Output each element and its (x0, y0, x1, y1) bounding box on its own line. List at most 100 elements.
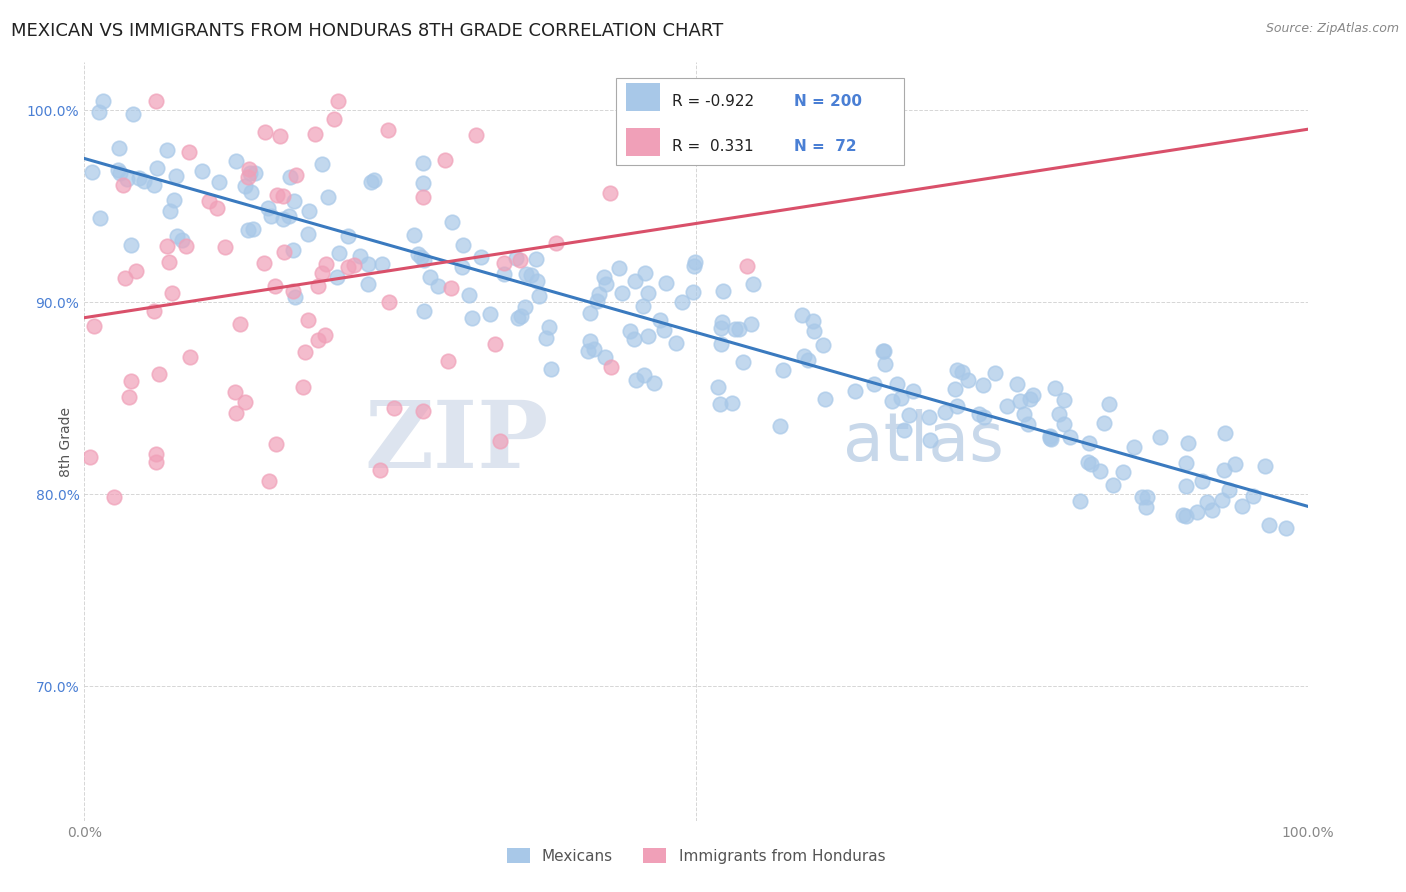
Point (943, 382, 966, 396)
Point (451, 260, 474, 274)
Point (284, 290, 307, 304)
Point (886, 376, 908, 391)
Point (600, 360, 623, 375)
Point (409, 250, 432, 264)
Point (538, 319, 561, 334)
Point (995, 399, 1018, 413)
Point (172, 233, 194, 247)
Point (336, 260, 359, 274)
Point (728, 322, 751, 336)
Point (862, 377, 884, 392)
Point (579, 306, 602, 320)
Point (271, 188, 294, 202)
Text: N =  72: N = 72 (794, 139, 856, 153)
Point (318, 190, 340, 204)
Point (934, 405, 956, 419)
Point (811, 338, 834, 352)
Point (79, 450, 101, 464)
Point (972, 378, 994, 392)
Point (82, 164, 104, 178)
Point (652, 323, 675, 337)
Point (494, 267, 516, 281)
Point (291, 380, 314, 394)
Point (304, 128, 326, 142)
Point (326, 270, 349, 285)
Point (311, 266, 333, 280)
Point (520, 268, 543, 283)
Point (208, 175, 231, 189)
Point (412, 156, 434, 170)
Point (593, 350, 616, 364)
Point (174, 239, 197, 253)
Point (115, 171, 138, 186)
Point (1212, 462, 1234, 476)
Point (918, 434, 941, 448)
Point (363, 173, 385, 187)
Point (108, 141, 131, 155)
Point (844, 384, 866, 399)
Point (264, 437, 287, 451)
Point (505, 252, 527, 266)
Point (155, 238, 177, 252)
Point (134, 174, 156, 188)
Point (1039, 431, 1062, 445)
Point (1136, 490, 1159, 504)
Point (283, 244, 305, 258)
Point (536, 331, 558, 345)
Point (544, 235, 567, 250)
Point (588, 286, 610, 301)
Point (198, 194, 221, 209)
Point (872, 344, 894, 359)
Point (437, 354, 460, 368)
Point (412, 190, 434, 204)
Point (360, 175, 382, 189)
Point (83, 318, 105, 333)
Point (1101, 478, 1123, 492)
Point (579, 334, 602, 348)
Point (509, 252, 531, 267)
Point (278, 169, 301, 184)
Point (110, 166, 132, 180)
Legend: Mexicans, Immigrants from Honduras: Mexicans, Immigrants from Honduras (501, 842, 891, 870)
Point (515, 300, 537, 314)
Point (357, 277, 380, 292)
Point (264, 278, 287, 293)
Point (585, 293, 607, 308)
Point (983, 367, 1005, 381)
Point (1098, 396, 1121, 410)
Point (1254, 458, 1277, 473)
Point (731, 355, 754, 369)
Point (298, 203, 321, 218)
Point (527, 289, 550, 303)
Point (769, 419, 792, 434)
Point (357, 256, 380, 270)
Point (297, 227, 319, 241)
Point (179, 351, 201, 365)
Point (721, 395, 744, 409)
Point (225, 406, 247, 420)
Point (1012, 407, 1035, 421)
Point (484, 336, 506, 351)
Point (710, 321, 733, 335)
Point (165, 169, 187, 184)
Point (873, 343, 896, 358)
Point (709, 337, 731, 351)
Point (190, 164, 212, 178)
Point (461, 310, 484, 325)
Point (91, 94, 114, 108)
Point (664, 112, 686, 127)
Point (1191, 474, 1213, 488)
Point (682, 285, 704, 299)
Point (256, 201, 278, 215)
Point (419, 269, 441, 284)
Point (506, 310, 529, 325)
Point (377, 122, 399, 136)
Point (163, 193, 186, 207)
Point (724, 322, 747, 336)
Point (1059, 430, 1081, 444)
Point (1275, 521, 1298, 535)
Point (583, 342, 606, 356)
Point (120, 238, 142, 252)
Point (607, 260, 630, 275)
Point (470, 250, 492, 264)
